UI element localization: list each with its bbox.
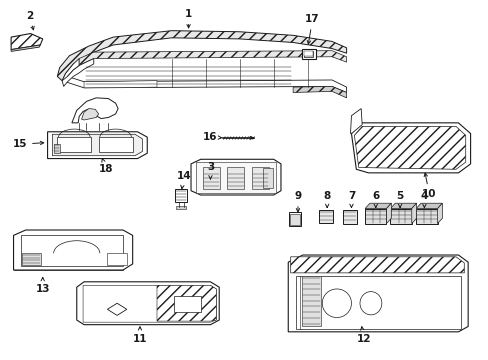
Bar: [57, 137, 91, 152]
Bar: [227, 167, 244, 189]
Bar: [304, 51, 312, 57]
Text: 5: 5: [396, 191, 403, 207]
Text: 17: 17: [305, 14, 319, 44]
Polygon shape: [107, 303, 126, 315]
Polygon shape: [52, 134, 142, 156]
Text: 7: 7: [347, 191, 354, 207]
Bar: [176, 206, 186, 208]
Polygon shape: [196, 162, 276, 193]
Bar: [342, 210, 357, 224]
Bar: [174, 296, 201, 312]
Bar: [415, 208, 437, 224]
Bar: [175, 189, 187, 202]
Text: 15: 15: [13, 139, 43, 149]
Text: 2: 2: [26, 11, 34, 30]
Polygon shape: [14, 230, 132, 270]
Polygon shape: [365, 203, 390, 208]
Bar: [288, 212, 300, 226]
Polygon shape: [83, 285, 216, 322]
Polygon shape: [57, 31, 346, 81]
Polygon shape: [287, 255, 467, 332]
Bar: [21, 235, 122, 266]
Bar: [263, 168, 272, 188]
Text: 13: 13: [36, 278, 50, 294]
Text: 1: 1: [184, 9, 192, 28]
Bar: [251, 167, 268, 189]
Bar: [295, 276, 460, 329]
Polygon shape: [84, 81, 157, 88]
Text: 6: 6: [371, 191, 379, 207]
Polygon shape: [415, 203, 442, 208]
Polygon shape: [11, 33, 42, 50]
Polygon shape: [351, 123, 469, 173]
Polygon shape: [11, 45, 40, 51]
Text: 12: 12: [356, 327, 370, 344]
Polygon shape: [411, 203, 416, 224]
Polygon shape: [157, 285, 216, 321]
Polygon shape: [62, 59, 94, 86]
Bar: [318, 210, 333, 223]
Polygon shape: [292, 86, 346, 98]
Polygon shape: [77, 282, 219, 325]
Text: 14: 14: [176, 171, 191, 189]
Text: 3: 3: [206, 162, 214, 179]
Polygon shape: [81, 109, 99, 120]
Polygon shape: [47, 132, 147, 158]
Polygon shape: [191, 159, 281, 195]
Text: 9: 9: [294, 191, 301, 212]
Bar: [289, 214, 299, 225]
Bar: [54, 144, 60, 153]
Bar: [301, 276, 321, 327]
Polygon shape: [72, 98, 118, 123]
Polygon shape: [301, 49, 316, 59]
Text: 16: 16: [203, 132, 221, 142]
Text: 4: 4: [420, 191, 427, 207]
Text: 18: 18: [99, 158, 113, 174]
Bar: [365, 208, 386, 224]
Polygon shape: [354, 126, 465, 169]
Polygon shape: [437, 203, 442, 224]
Text: 10: 10: [421, 173, 436, 199]
Bar: [389, 208, 411, 224]
Text: 8: 8: [323, 191, 330, 207]
Bar: [304, 51, 312, 57]
Polygon shape: [350, 109, 362, 134]
Bar: [22, 252, 41, 265]
Text: 11: 11: [132, 327, 147, 344]
Bar: [107, 252, 126, 265]
Polygon shape: [386, 203, 390, 224]
Polygon shape: [79, 51, 346, 66]
Polygon shape: [290, 257, 463, 273]
Bar: [99, 137, 132, 152]
Polygon shape: [389, 203, 416, 208]
Bar: [203, 167, 220, 189]
Polygon shape: [62, 59, 346, 93]
